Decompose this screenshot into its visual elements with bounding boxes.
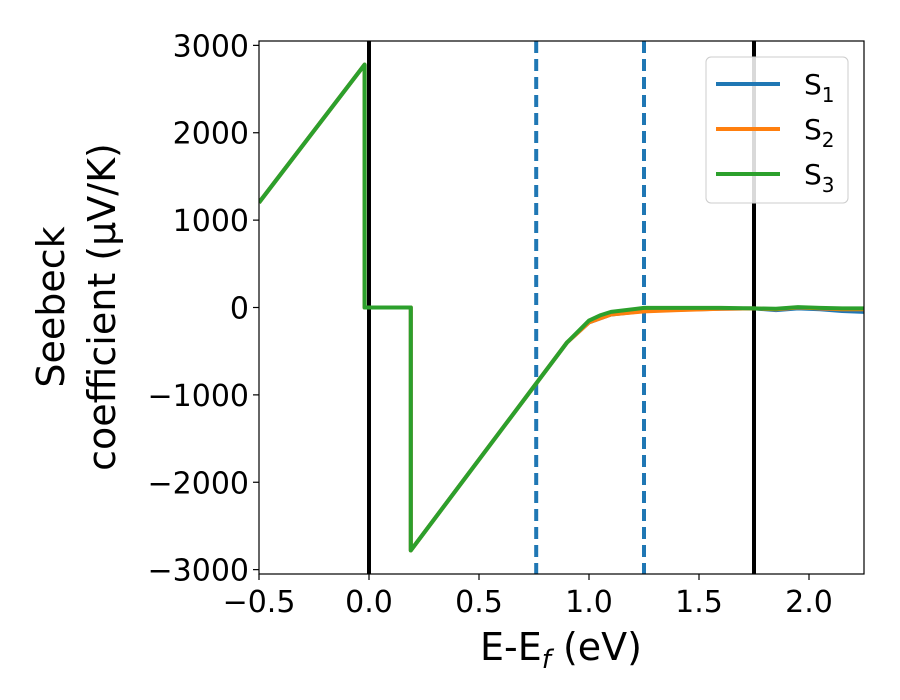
- series-line-s3: [259, 62, 864, 553]
- x-axis-ticks: −0.5 0.0 0.5 1.0 1.5 2.0: [223, 574, 833, 620]
- y-axis-ticks: 3000 2000 1000 0 −1000 −2000 −3000: [148, 29, 259, 589]
- x-tick-label: 1.5: [675, 585, 723, 620]
- legend-label-s3: S3: [804, 158, 835, 197]
- y-tick-label: 2000: [173, 117, 249, 152]
- y-tick-label: 1000: [173, 204, 249, 239]
- y-axis-label-line1: Seebeck: [29, 226, 73, 387]
- y-axis-label-line2: coefficient (μV/K): [80, 143, 124, 471]
- legend: S1 S2 S3: [705, 56, 849, 204]
- x-axis-label: E-Ef (eV): [480, 625, 642, 675]
- x-tick-label: 0.5: [455, 585, 503, 620]
- x-tick-label: 1.0: [565, 585, 613, 620]
- y-tick-label: 3000: [173, 29, 249, 64]
- x-tick-label: −0.5: [223, 585, 296, 620]
- y-tick-label: −1000: [148, 379, 249, 414]
- y-tick-label: −2000: [148, 466, 249, 501]
- y-tick-label: −3000: [148, 554, 249, 589]
- legend-label-s1: S1: [804, 68, 835, 107]
- x-tick-label: 0.0: [345, 585, 393, 620]
- legend-label-s2: S2: [804, 113, 835, 152]
- y-tick-label: 0: [230, 292, 249, 327]
- x-tick-label: 2.0: [785, 585, 833, 620]
